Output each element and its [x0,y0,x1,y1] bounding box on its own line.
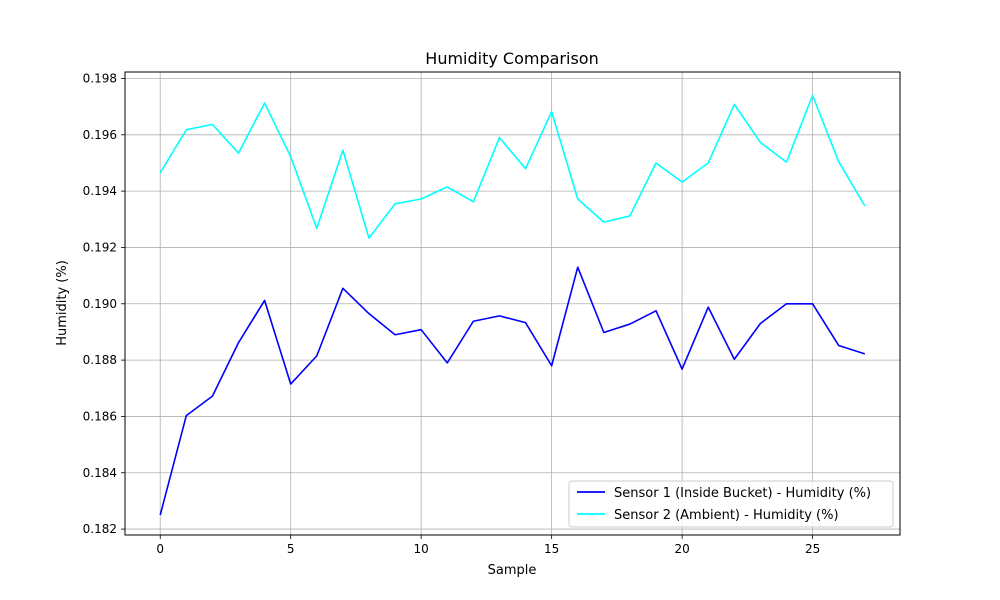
y-tick-label: 0.182 [83,522,117,536]
y-tick-label: 0.188 [83,353,117,367]
legend-label-sensor-2: Sensor 2 (Ambient) - Humidity (%) [614,508,839,523]
y-tick-label: 0.196 [83,128,117,142]
legend: Sensor 1 (Inside Bucket) - Humidity (%) … [568,480,894,528]
x-tick-label: 10 [414,542,429,556]
chart-title: Humidity Comparison [425,49,598,68]
y-axis-label: Humidity (%) [55,260,70,346]
y-tick-label: 0.190 [83,297,117,311]
ticks: 0 5 10 15 20 25 0.182 0.184 0.186 0.188 0.190 0.192… [83,71,821,556]
x-tick-label: 25 [805,542,820,556]
grid [125,72,900,535]
y-tick-label: 0.184 [83,466,117,480]
x-tick-label: 5 [287,542,295,556]
x-axis-label: Sample [488,563,537,578]
series-line-sensor-1 [159,266,866,516]
y-tick-label: 0.192 [83,240,117,254]
series-layer [159,94,866,516]
y-tick-label: 0.194 [83,184,117,198]
x-tick-label: 15 [544,542,559,556]
legend-label-sensor-1: Sensor 1 (Inside Bucket) - Humidity (%) [614,486,871,501]
x-tick-label: 20 [674,542,689,556]
y-tick-label: 0.186 [83,409,117,423]
series-line-sensor-2 [159,94,866,239]
legend-box [568,480,894,528]
x-tick-label: 0 [156,542,164,556]
y-tick-label: 0.198 [83,71,117,85]
